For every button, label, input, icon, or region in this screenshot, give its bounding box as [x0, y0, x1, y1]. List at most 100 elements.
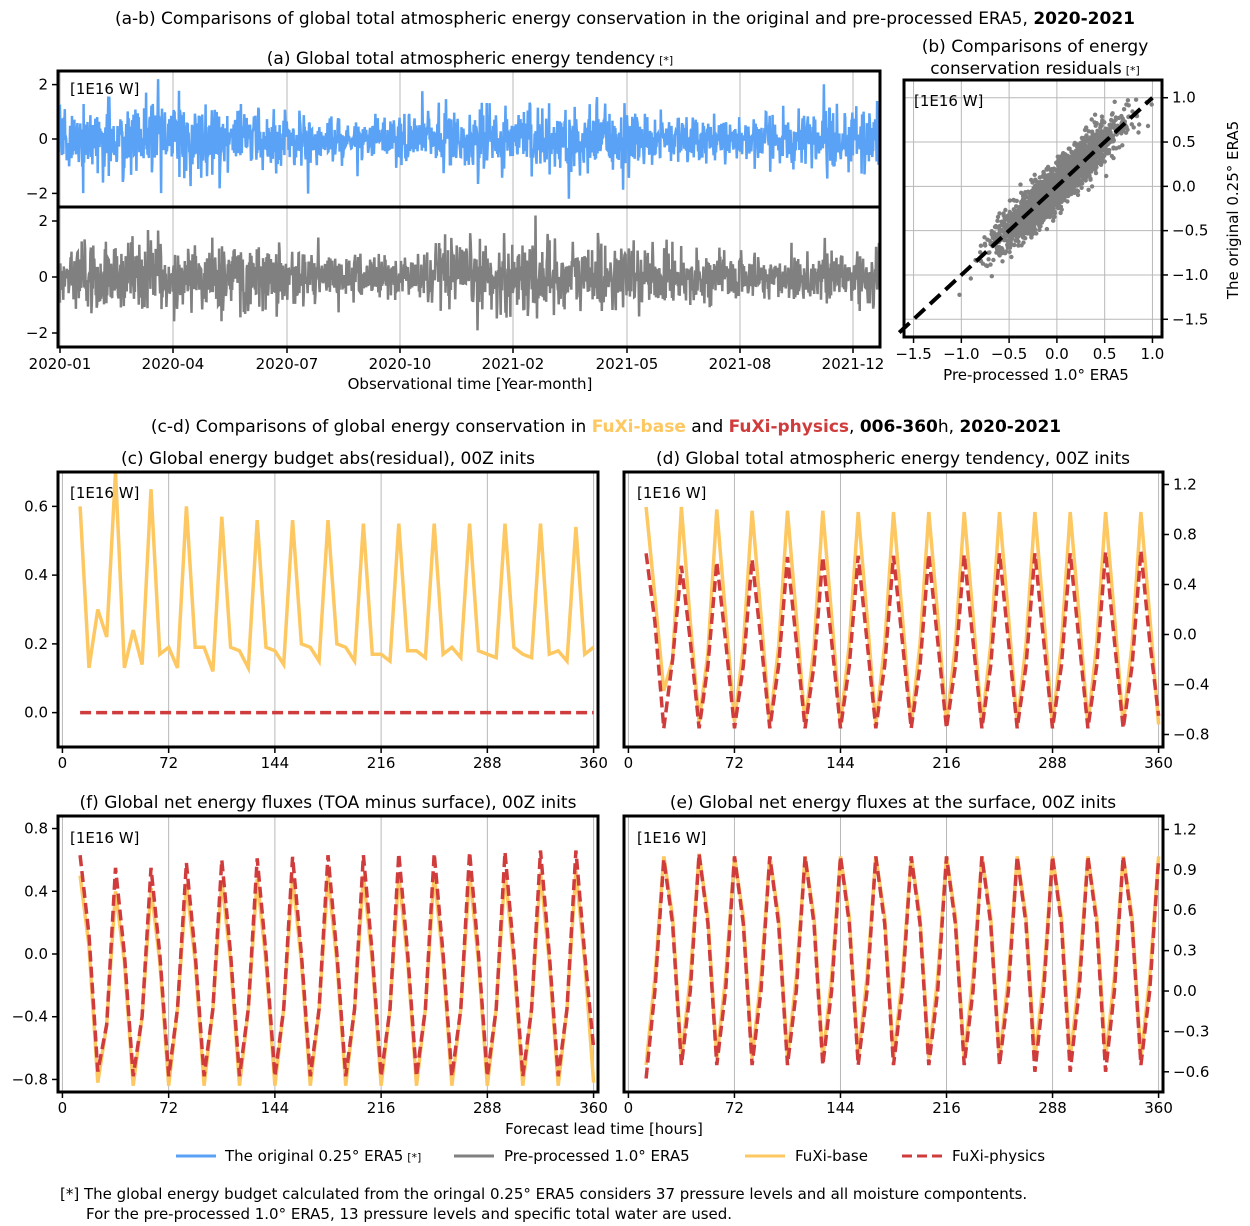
- panel-b-point: [1069, 150, 1075, 155]
- panel-b-point: [1033, 202, 1038, 208]
- panel-b-point: [1037, 227, 1042, 232]
- footnote-line-1: [*] The global energy budget calculated …: [60, 1185, 1027, 1203]
- panel-b-point: [1074, 155, 1079, 160]
- panel-b-point: [1126, 103, 1131, 108]
- panel-d-y-tick-label: 1.2: [1173, 476, 1197, 494]
- panel-b-point: [1117, 145, 1122, 150]
- panel-b-point: [1029, 220, 1035, 225]
- panel-b-point: [1065, 193, 1071, 199]
- panel-b-point: [1027, 200, 1032, 206]
- panel-b-point: [1136, 130, 1141, 135]
- panel-b-title-1: (b) Comparisons of energy: [922, 37, 1149, 57]
- panel-b-point: [1046, 203, 1051, 209]
- panel-b-point: [1133, 97, 1139, 102]
- panel-b-point: [1070, 187, 1076, 192]
- panel-b-point: [1009, 254, 1014, 260]
- panel-b-point: [1090, 145, 1096, 151]
- panel-b-point: [1020, 235, 1026, 240]
- panel-c-x-tick-label: 360: [579, 754, 608, 772]
- panel-b-point: [1089, 129, 1095, 134]
- panel-e-y-tick-label: 0.0: [1173, 982, 1197, 1000]
- panel-f-y-tick-label: −0.4: [12, 1008, 48, 1026]
- panel-d-fuxi-base-line: [644, 506, 1161, 725]
- panel-b-point: [1081, 175, 1086, 180]
- panel-a-top-series-line: [56, 79, 882, 199]
- panel-b-point: [1077, 152, 1082, 157]
- panel-b-point: [986, 250, 991, 255]
- panel-b-x-tick-label: 0.5: [1093, 345, 1117, 363]
- panel-f-x-tick-label: 144: [261, 1099, 290, 1117]
- panel-f-y-tick-label: 0.0: [24, 945, 48, 963]
- panel-b-point: [1045, 164, 1051, 170]
- panel-d-frame: [622, 470, 1165, 749]
- panel-b-point: [1006, 218, 1012, 224]
- panel-a-bottom-y-tick-label: −2: [26, 324, 48, 342]
- panel-b-point: [1112, 99, 1117, 105]
- legend-era5-10-label: Pre-processed 1.0° ERA5: [504, 1147, 690, 1165]
- panel-b-point: [1099, 114, 1105, 119]
- panel-b-point: [1065, 199, 1070, 204]
- panel-b-point: [1003, 207, 1008, 213]
- panel-b-point: [991, 257, 996, 263]
- panel-b-point: [1093, 170, 1099, 176]
- panel-b-point: [1024, 222, 1029, 227]
- panel-b-point: [1097, 147, 1103, 152]
- panel-b-point: [999, 219, 1004, 224]
- panel-b-point: [1053, 167, 1058, 172]
- panel-c-x-tick-label: 216: [367, 754, 396, 772]
- panel-b-point: [1024, 226, 1030, 232]
- panel-b-point: [1035, 217, 1041, 222]
- panel-b-point: [1035, 190, 1040, 195]
- panel-b-point: [1092, 120, 1097, 125]
- panel-b-point: [1047, 172, 1053, 178]
- panel-b-point: [1083, 126, 1089, 131]
- panel-b-point: [1137, 122, 1142, 127]
- panel-b-y-tick-label: 0.5: [1172, 133, 1196, 151]
- panel-b-point: [1043, 200, 1048, 206]
- panel-b-xlabel: Pre-processed 1.0° ERA5: [943, 366, 1129, 384]
- panel-b-point: [978, 250, 983, 255]
- panel-b-point: [992, 231, 997, 237]
- panel-b-point: [1123, 130, 1129, 135]
- panel-b-point: [1072, 140, 1078, 146]
- panel-b-point: [1113, 117, 1118, 123]
- panel-b-point: [1069, 191, 1074, 197]
- panel-b-point: [1042, 175, 1047, 180]
- panel-b-point: [1086, 187, 1091, 192]
- panel-b-point: [1073, 174, 1078, 179]
- panel-b-point: [1046, 185, 1052, 190]
- panel-b-point: [1016, 230, 1021, 236]
- panel-b-point: [957, 292, 962, 297]
- panel-b-point: [1051, 176, 1056, 181]
- panel-f-title: (f) Global net energy fluxes (TOA minus …: [80, 793, 577, 813]
- panel-b-y-tick-label: −1.0: [1172, 266, 1208, 284]
- panel-b-point: [1080, 181, 1085, 186]
- panel-b-point: [994, 225, 999, 230]
- legend-base-label: FuXi-base: [795, 1147, 868, 1165]
- panel-b-point: [1088, 177, 1093, 182]
- panel-d-y-tick-label: −0.8: [1173, 726, 1209, 744]
- panel-a-x-tick-label: 2021-12: [822, 355, 885, 373]
- panel-b-point: [1046, 197, 1051, 202]
- panel-c-x-tick-label: 144: [261, 754, 290, 772]
- panel-b-point: [1061, 192, 1066, 197]
- panel-b-point: [1097, 136, 1103, 141]
- panel-b-point: [1059, 199, 1064, 204]
- panel-b-point: [1045, 214, 1050, 219]
- panel-b-point: [1005, 243, 1010, 248]
- panel-b-point: [1067, 146, 1072, 151]
- panel-b-point: [1014, 204, 1019, 209]
- panel-b-point: [986, 257, 991, 262]
- panel-b-point: [1013, 238, 1018, 243]
- panel-b-point: [1080, 141, 1085, 147]
- panel-b-point: [1001, 238, 1007, 243]
- panel-b-x-tick-label: −1.0: [943, 345, 979, 363]
- panel-b-point: [1016, 209, 1022, 214]
- panel-a-x-tick-label: 2021-02: [482, 355, 545, 373]
- panel-f-unit: [1E16 W]: [70, 829, 139, 847]
- panel-b-point: [1061, 151, 1066, 156]
- panel-b-point: [1105, 141, 1111, 147]
- panel-b-point: [1003, 224, 1009, 230]
- panel-b-point: [1016, 243, 1021, 248]
- panel-b-x-tick-label: −0.5: [991, 345, 1027, 363]
